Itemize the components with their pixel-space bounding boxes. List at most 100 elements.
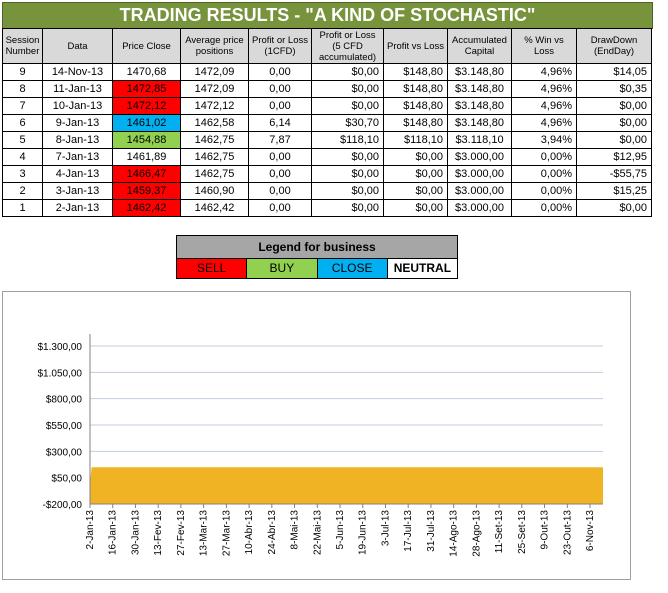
cell-average-price: 1462,58 [180,114,249,132]
cell-date: 10-Jan-13 [42,97,113,115]
legend-buy: BUY [247,259,318,278]
table-row: 4 7-Jan-13 1461,89 1462,75 0,00 $0,00 $0,00 $3.… [2,148,652,166]
header-accumulated-capital: Accumulated Capital [447,28,512,64]
cell-profit-5cfd: $0,00 [311,80,384,98]
cell-average-price: 1462,75 [180,148,249,166]
cell-price-close: 1472,85 [112,80,181,98]
cell-price-close: 1462,42 [112,199,181,217]
cell-profit-1cfd: 0,00 [248,165,312,183]
cell-date: 9-Jan-13 [42,114,113,132]
cell-session: 1 [2,199,43,217]
x-tick-label: 9-Out-13 [540,510,551,550]
y-tick-label: $50,00 [51,474,82,485]
y-tick-label: $300,00 [46,447,83,458]
legend-title: Legend for business [177,236,457,259]
cell-session: 8 [2,80,43,98]
cell-profit-5cfd: $0,00 [311,97,384,115]
cell-average-price: 1472,09 [180,63,249,81]
cell-price-close: 1466,47 [112,165,181,183]
x-tick-label: 23-Out-13 [562,510,573,555]
capital-area-series [90,467,603,504]
cell-price-close: 1461,02 [112,114,181,132]
cell-average-price: 1462,75 [180,131,249,149]
cell-profit-vs-loss: $0,00 [383,165,448,183]
cell-profit-5cfd: $0,00 [311,199,384,217]
x-tick-label: 5-Jun-13 [335,510,346,550]
cell-drawdown: $0,35 [576,80,652,98]
y-tick-label: -$200,00 [43,500,83,511]
cell-drawdown: $0,00 [576,97,652,115]
cell-session: 5 [2,131,43,149]
y-tick-label: $800,00 [46,395,83,406]
cell-drawdown: $0,00 [576,114,652,132]
cell-accumulated-capital: $3.000,00 [447,148,512,166]
cell-average-price: 1472,09 [180,80,249,98]
x-tick-label: 6-Nov-13 [585,510,596,552]
cell-price-close: 1459,37 [112,182,181,200]
table-row: 3 4-Jan-13 1466,47 1462,75 0,00 $0,00 $0,00 $3.… [2,165,652,183]
cell-profit-vs-loss: $0,00 [383,148,448,166]
cell-average-price: 1462,42 [180,199,249,217]
cell-profit-vs-loss: $148,80 [383,63,448,81]
cell-win-vs-loss: 4,96% [511,114,577,132]
header-average-price: Average price positions [180,28,249,64]
legend-close: CLOSE [317,259,388,278]
y-tick-label: $1.050,00 [38,368,83,379]
table-row: 1 2-Jan-13 1462,42 1462,42 0,00 $0,00 $0,00 $3.… [2,199,652,217]
cell-price-close: 1454,88 [112,131,181,149]
cell-win-vs-loss: 0,00% [511,148,577,166]
x-tick-label: 27-Fev-13 [176,510,187,556]
x-tick-label: 27-Mar-13 [221,510,232,557]
cell-profit-1cfd: 0,00 [248,63,312,81]
cell-drawdown: $0,00 [576,199,652,217]
x-tick-label: 25-Set-13 [517,510,528,554]
x-tick-label: 3-Jul-13 [380,510,391,547]
cell-profit-1cfd: 7,87 [248,131,312,149]
cell-date: 7-Jan-13 [42,148,113,166]
cell-date: 3-Jan-13 [42,182,113,200]
cell-profit-1cfd: 6,14 [248,114,312,132]
header-drawdown: DrawDown (EndDay) [576,28,652,64]
cell-accumulated-capital: $3.148,80 [447,63,512,81]
table-row: 7 10-Jan-13 1472,12 1472,12 0,00 $0,00 $148,80… [2,97,652,115]
cell-win-vs-loss: 3,94% [511,131,577,149]
x-tick-label: 11-Set-13 [494,510,505,554]
cell-session: 9 [2,63,43,81]
x-tick-label: 30-Jan-13 [130,510,141,555]
cell-profit-1cfd: 0,00 [248,199,312,217]
cell-accumulated-capital: $3.000,00 [447,165,512,183]
cell-win-vs-loss: 0,00% [511,165,577,183]
cell-drawdown: $15,25 [576,182,652,200]
cell-profit-5cfd: $0,00 [311,182,384,200]
y-tick-label: $1.300,00 [38,342,83,353]
x-tick-label: 13-Fev-13 [153,510,164,556]
cell-win-vs-loss: 4,96% [511,80,577,98]
table-row: 6 9-Jan-13 1461,02 1462,58 6,14 $30,70 $148,80… [2,114,652,132]
cell-date: 11-Jan-13 [42,80,113,98]
cell-profit-5cfd: $0,00 [311,148,384,166]
cell-date: 14-Nov-13 [42,63,113,81]
table-row: 2 3-Jan-13 1459,37 1460,90 0,00 $0,00 $0,00 $3.… [2,182,652,200]
cell-accumulated-capital: $3.148,80 [447,80,512,98]
cell-accumulated-capital: $3.148,80 [447,114,512,132]
header-price-close: Price Close [112,28,181,64]
cell-average-price: 1460,90 [180,182,249,200]
legend-row: SELL BUY CLOSE NEUTRAL [177,259,457,278]
cell-profit-5cfd: $0,00 [311,165,384,183]
capital-chart: -$200,00 $50,00 $300,00 $550,00 $800,00 $1.05… [2,291,631,580]
cell-session: 4 [2,148,43,166]
legend-sell: SELL [177,259,248,278]
cell-profit-vs-loss: $0,00 [383,199,448,217]
legend-neutral: NEUTRAL [387,259,457,278]
header-profit-5cfd: Profit or Loss (5 CFD accumulated) [311,28,384,64]
cell-profit-vs-loss: $148,80 [383,80,448,98]
cell-profit-5cfd: $0,00 [311,63,384,81]
cell-accumulated-capital: $3.000,00 [447,182,512,200]
cell-session: 6 [2,114,43,132]
cell-profit-1cfd: 0,00 [248,182,312,200]
cell-average-price: 1462,75 [180,165,249,183]
x-tick-label: 28-Ago-13 [471,510,482,557]
cell-price-close: 1461,89 [112,148,181,166]
cell-session: 2 [2,182,43,200]
x-tick-label: 19-Jun-13 [358,510,369,555]
